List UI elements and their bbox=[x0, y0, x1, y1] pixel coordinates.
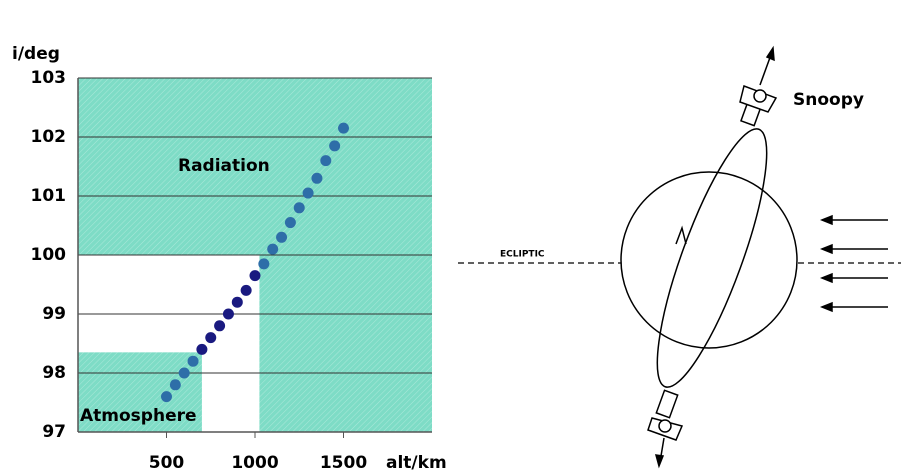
chart: Radiation Atmosphere 97 98 99 100 101 102 103 500… bbox=[31, 68, 432, 472]
y-tick-label: 100 bbox=[31, 245, 67, 265]
orbit-diagram: ECLIPTIC Snoopy bbox=[458, 45, 901, 469]
data-point bbox=[169, 379, 181, 391]
data-point bbox=[205, 332, 217, 344]
orbit bbox=[656, 128, 768, 388]
data-point bbox=[249, 270, 261, 282]
region-hatch bbox=[259, 255, 432, 432]
satellite-label: Snoopy bbox=[793, 90, 864, 110]
ecliptic-label: ECLIPTIC bbox=[500, 250, 545, 260]
y-tick-label: 97 bbox=[42, 422, 66, 442]
y-tick-label: 98 bbox=[42, 363, 66, 383]
data-point bbox=[161, 391, 172, 403]
y-axis-label: i/deg bbox=[12, 44, 60, 64]
data-point bbox=[258, 258, 270, 270]
data-point bbox=[222, 308, 234, 320]
data-point bbox=[214, 320, 226, 332]
x-tick-label: 500 bbox=[149, 453, 185, 472]
satellite-bottom bbox=[647, 389, 684, 469]
data-point bbox=[329, 140, 341, 152]
data-point bbox=[196, 343, 208, 355]
data-point bbox=[311, 172, 323, 184]
sun-arrows bbox=[819, 214, 888, 313]
earth bbox=[620, 171, 798, 349]
region-label: Radiation bbox=[178, 156, 270, 176]
data-point bbox=[284, 217, 296, 229]
data-point bbox=[231, 296, 243, 308]
data-point bbox=[240, 284, 252, 296]
x-tick-label: 1500 bbox=[320, 453, 367, 472]
y-tick-label: 102 bbox=[31, 127, 67, 147]
satellite-top bbox=[739, 45, 778, 127]
y-tick-label: 103 bbox=[31, 68, 67, 88]
region-hatch bbox=[78, 352, 202, 432]
data-point bbox=[320, 155, 332, 167]
y-tick-label: 101 bbox=[31, 186, 67, 206]
data-point bbox=[187, 355, 199, 367]
y-tick-label: 99 bbox=[42, 304, 66, 324]
region-hatch bbox=[78, 78, 432, 255]
x-tick-label: 1000 bbox=[231, 453, 278, 472]
data-point bbox=[276, 231, 288, 243]
data-point bbox=[302, 187, 314, 199]
data-point bbox=[178, 367, 190, 379]
region-label: Atmosphere bbox=[80, 406, 197, 426]
orbit-arrow bbox=[675, 225, 687, 245]
data-point bbox=[338, 122, 349, 134]
data-point bbox=[293, 202, 305, 214]
data-point bbox=[267, 243, 279, 255]
x-axis-label: alt/km bbox=[386, 453, 447, 472]
